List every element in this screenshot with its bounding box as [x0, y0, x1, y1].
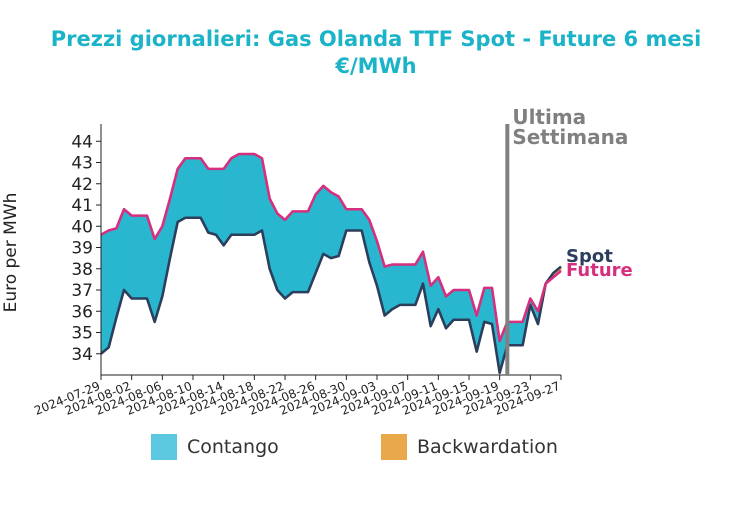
contango-area-segment [353, 208, 362, 231]
contango-area-segment [346, 208, 355, 231]
contango-area-segment [123, 208, 132, 300]
contango-area-segment [131, 215, 140, 299]
contango-area-segment [384, 264, 393, 317]
contango-area-segment [453, 289, 462, 321]
contango-area-segment [254, 153, 263, 236]
contango-area-segment [407, 264, 416, 306]
contango-area-segment [461, 289, 470, 321]
contango-area-segment [300, 211, 309, 293]
y-tick-label: 41 [71, 196, 93, 216]
contango-area-segment [399, 264, 408, 306]
y-tick-label: 43 [71, 154, 93, 174]
chart-subtitle: €/MWh [335, 54, 417, 78]
spot-line[interactable] [100, 216, 562, 375]
legend-swatch-contango [151, 434, 177, 460]
legend-label-contango: Contango [187, 436, 279, 458]
contango-area-segment [292, 211, 301, 293]
contango-area-segment [139, 215, 148, 299]
contango-area-segment [238, 153, 247, 236]
contango-area-segment [223, 157, 232, 247]
y-tick-label: 42 [71, 175, 93, 195]
y-tick-label: 35 [71, 324, 93, 344]
contango-area-segment [215, 168, 224, 247]
y-axis-title: Euro per MWh [1, 193, 21, 313]
contango-area-segment [185, 157, 194, 219]
contango-area-segment [514, 321, 523, 346]
contango-area-segment [246, 153, 255, 236]
y-tick-label: 40 [71, 217, 93, 237]
y-tick-label: 38 [71, 260, 93, 280]
chart-title: Prezzi giornalieri: Gas Olanda TTF Spot … [50, 27, 702, 51]
future-series-label: Future [566, 260, 633, 281]
contango-area-segment [277, 212, 286, 300]
last-week-label-line2: Settimana [512, 125, 628, 149]
spot-series-label: Spot [566, 246, 613, 267]
contango-area-segment [284, 210, 293, 300]
contango-area-segment [208, 168, 217, 236]
contango-area-segment [330, 191, 339, 259]
legend-item-contango[interactable]: Contango [151, 434, 279, 460]
contango-area-segment [100, 229, 109, 355]
y-tick-label: 39 [71, 239, 93, 259]
legend-item-backwardation[interactable]: Backwardation [381, 434, 558, 460]
contango-area-segment [323, 185, 332, 259]
y-tick-label: 37 [71, 281, 93, 301]
last-week-label-line1: Ultima [512, 105, 586, 129]
future-line[interactable] [100, 152, 562, 343]
contango-area-segment [231, 153, 240, 236]
legend-label-backwardation: Backwardation [417, 436, 558, 458]
legend-swatch-backwardation [381, 434, 407, 460]
y-tick-label: 34 [71, 345, 93, 365]
contango-area-segment [392, 264, 401, 310]
y-tick-label: 36 [71, 302, 93, 322]
contango-area-segment [484, 287, 493, 325]
y-tick-label: 44 [71, 132, 93, 152]
contango-area-segment [192, 157, 201, 219]
